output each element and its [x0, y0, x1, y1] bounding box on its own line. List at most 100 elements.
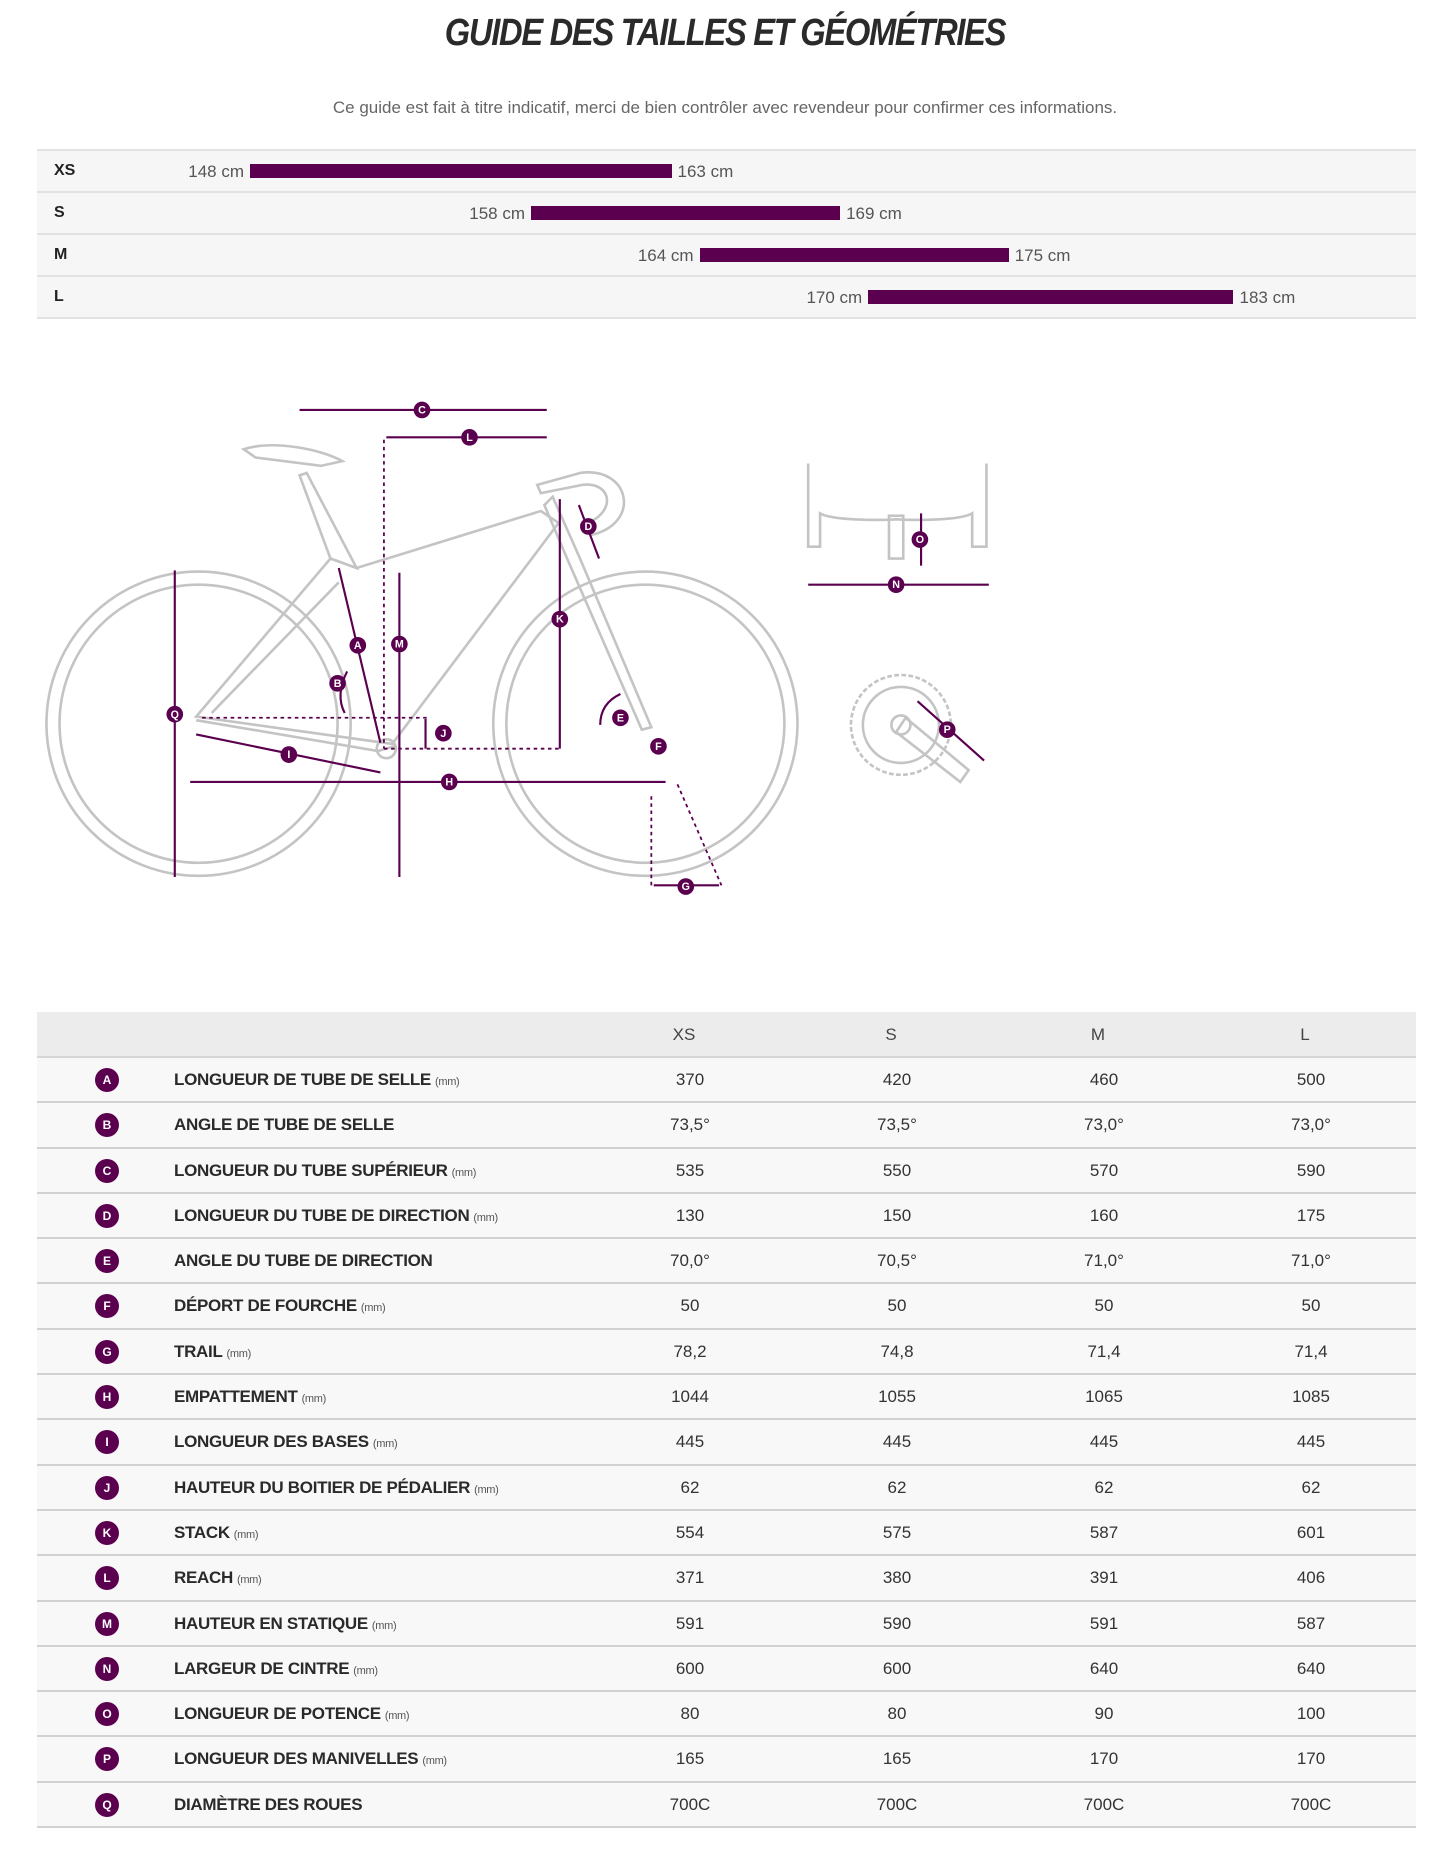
measure-label: DÉPORT DE FOURCHE (mm): [174, 1296, 386, 1316]
letter-badge: O: [95, 1702, 119, 1727]
cell-value: 420: [882, 1070, 912, 1089]
cell-value: 73,0°: [1291, 1115, 1331, 1135]
marker-l: L: [461, 429, 478, 446]
svg-text:C: C: [418, 405, 426, 417]
frame-main: [193, 509, 561, 746]
rear-wheel-inner: [58, 583, 339, 865]
marker-m: M: [391, 635, 408, 653]
measure-label: STACK (mm): [174, 1522, 259, 1542]
svg-text:B: B: [334, 678, 342, 690]
cell-value: 74,8: [880, 1341, 914, 1361]
marker-e: E: [612, 709, 629, 727]
svg-text:P: P: [944, 724, 951, 736]
svg-text:L: L: [466, 432, 473, 444]
page-subtitle: Ce guide est fait à titre indicatif, mer…: [332, 98, 1118, 117]
geometry-table: XS S M L A LONGUEUR DE TUBE DE SELLE (mm) 370 42…: [37, 1012, 1416, 1829]
svg-text:N: N: [892, 579, 900, 591]
unit-label: (mm): [226, 1347, 252, 1360]
cell-value: 73,5°: [670, 1115, 710, 1135]
cell-value: 700C: [1083, 1794, 1125, 1814]
cell-value: 550: [882, 1160, 912, 1180]
cell-value: 62: [680, 1477, 700, 1497]
table-row: G TRAIL (mm) 78,2 74,8 71,4 71,4: [37, 1329, 1416, 1376]
front-wheel: [491, 570, 799, 878]
measure-label: DIAMÈTRE DES ROUES: [174, 1794, 363, 1814]
unit-label: (mm): [384, 1710, 410, 1723]
unit-label: (mm): [372, 1438, 398, 1451]
crankset: [849, 673, 971, 784]
height-min-label: 158 cm: [469, 204, 525, 223]
marker-k: K: [551, 610, 569, 628]
table-row: P LONGUEUR DES MANIVELLES (mm) 165 165 170 170: [37, 1737, 1416, 1783]
cell-value: 71,4: [1294, 1341, 1328, 1361]
cell-value: 535: [675, 1160, 705, 1180]
unit-label: (mm): [233, 1528, 259, 1541]
table-row: E ANGLE DU TUBE DE DIRECTION 70,0° 70,5° 71,…: [37, 1239, 1416, 1285]
cell-value: 80: [887, 1704, 907, 1724]
height-min-label: 148 cm: [188, 162, 244, 181]
cell-value: 600: [675, 1658, 705, 1678]
svg-text:I: I: [287, 749, 290, 761]
cell-value: 165: [882, 1749, 912, 1769]
measure-label: HAUTEUR EN STATIQUE (mm): [174, 1613, 397, 1633]
cell-value: 100: [1296, 1704, 1326, 1724]
marker-j: J: [435, 724, 452, 742]
svg-text:G: G: [682, 881, 690, 893]
unit-label: (mm): [422, 1755, 447, 1768]
measure-label: LONGUEUR DU TUBE DE DIRECTION (mm): [174, 1205, 498, 1225]
measure-label: LONGUEUR DE POTENCE (mm): [174, 1704, 410, 1724]
column-header-l: L: [1300, 1025, 1310, 1044]
svg-text:H: H: [445, 777, 453, 789]
cell-value: 500: [1296, 1070, 1326, 1089]
size-label: S: [54, 204, 65, 221]
cell-value: 71,4: [1087, 1341, 1121, 1361]
letter-badge: F: [95, 1294, 119, 1319]
table-row: N LARGEUR DE CINTRE (mm) 600 600 640 640: [37, 1646, 1416, 1693]
cell-value: 62: [1094, 1477, 1114, 1497]
dimension-lines: [173, 408, 989, 887]
seatpost: [297, 471, 360, 571]
front-wheel-inner: [505, 583, 786, 865]
marker-h: H: [440, 773, 458, 791]
cell-value: 587: [1296, 1613, 1326, 1633]
svg-text:F: F: [655, 741, 662, 753]
cell-value: 445: [1296, 1432, 1326, 1452]
unit-label: (mm): [473, 1211, 498, 1224]
table-row: I LONGUEUR DES BASES (mm) 445 445 445 445: [37, 1420, 1416, 1466]
cell-value: 554: [675, 1522, 705, 1542]
cell-value: 700C: [669, 1794, 711, 1814]
size-label: M: [54, 246, 68, 263]
bottom-bracket: [375, 737, 398, 760]
marker-d: D: [580, 518, 597, 535]
cell-value: 130: [675, 1205, 705, 1225]
cell-value: 170: [1089, 1749, 1119, 1769]
measure-label: TRAIL (mm): [174, 1341, 252, 1361]
measure-label: REACH (mm): [174, 1568, 262, 1588]
unit-label: (mm): [371, 1619, 397, 1632]
size-label: L: [54, 288, 64, 305]
cell-value: 1065: [1085, 1387, 1123, 1407]
svg-text:M: M: [395, 639, 404, 651]
cell-value: 380: [882, 1568, 912, 1588]
cell-value: 150: [882, 1205, 912, 1225]
svg-text:K: K: [556, 614, 564, 626]
cell-value: 70,5°: [877, 1251, 917, 1271]
cell-value: 591: [1089, 1613, 1119, 1633]
cell-value: 575: [882, 1522, 912, 1542]
cell-value: 600: [882, 1658, 912, 1678]
table-row: M HAUTEUR EN STATIQUE (mm) 591 590 591 587: [37, 1601, 1416, 1647]
measure-label: ANGLE DU TUBE DE DIRECTION: [174, 1251, 433, 1271]
letter-badge: D: [95, 1203, 119, 1228]
unit-label: (mm): [474, 1483, 499, 1496]
cell-value: 78,2: [673, 1341, 707, 1361]
table-row: K STACK (mm) 554 575 587 601: [37, 1510, 1416, 1557]
height-max-label: 183 cm: [1239, 288, 1296, 307]
letter-badge: K: [95, 1520, 119, 1545]
saddle: [240, 444, 346, 468]
cell-value: 445: [1089, 1432, 1119, 1452]
cell-value: 1085: [1292, 1387, 1330, 1407]
letter-badge: A: [95, 1068, 119, 1092]
marker-q: Q: [166, 705, 184, 723]
svg-text:J: J: [440, 728, 446, 740]
size-row: L 170 cm 183 cm: [37, 277, 1416, 319]
